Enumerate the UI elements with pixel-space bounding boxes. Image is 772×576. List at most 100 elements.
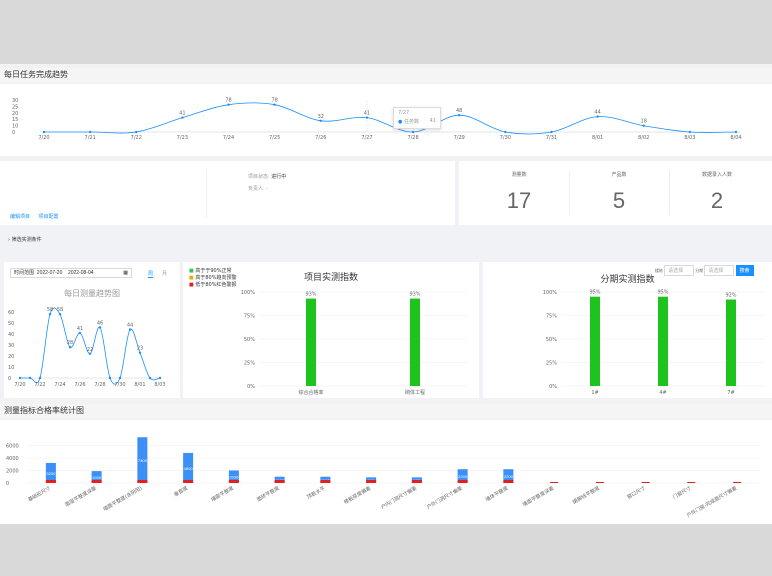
trend-point (550, 130, 553, 134)
trend-xtick: 8/02 (638, 135, 649, 141)
time-range-label: 时间范围 (14, 270, 35, 276)
bottom-bar-red (228, 480, 239, 483)
bottom-bar-red (320, 480, 331, 483)
filter2-label: 分期 (695, 268, 704, 273)
filter-toggle[interactable]: › 筛选实测条件 (8, 237, 42, 243)
bottom-bar-red (411, 480, 422, 483)
bottom-chart: 6000 4000 2000 0 3200 基础砼尺寸 1900 面层平整度误差 7300 墙面平… (6, 437, 760, 519)
bar-ytick: 100% (543, 290, 558, 296)
bar-ytick: 75% (244, 314, 255, 320)
bottom-card: 6000 4000 2000 0 3200 基础砼尺寸 1900 面层平整度误差 7300 墙面平… (0, 420, 772, 524)
bottom-bar-empty (595, 482, 604, 483)
project-legend: ■ 高于于90%正常 ■ 高于80%趋向预警 ■ 低于80%红色警报 (189, 268, 237, 288)
trend-label: 44 (594, 110, 600, 116)
daily-point (158, 376, 162, 380)
daily-point (88, 352, 92, 355)
bottom-ytick: 0 (6, 481, 9, 487)
trend-ytick: 10 (12, 124, 18, 130)
daily-card: 时间范围 2022-07-20 2022-08-04 ▦ 周 月 每日测量趋势图… (4, 262, 180, 398)
bottom-bar-red (91, 480, 102, 483)
trend-card: 30 25 20 15 10 0 7/20 7/21 7/22 41 7/23 78 7/24 78 7/2… (0, 84, 772, 156)
daily-chart: 60 50 40 30 20 10 0 58 58 28 41 22 46 44 23 7/20 7/22 7/2… (8, 307, 166, 388)
stat-users: 数据录入人数 2 (701, 172, 732, 213)
phase-chart: 100% 75% 50% 25% 0% 95% 1# 95% 4# 92% 7# (543, 290, 765, 396)
daily-ytick: 60 (8, 310, 14, 316)
bottom-xtick: 墙面平整度误差 (521, 485, 555, 509)
bar-ytick: 50% (546, 337, 557, 343)
bottom-bar (45, 462, 56, 483)
trend-xtick: 7/26 (315, 135, 326, 141)
bottom-ytick: 4000 (6, 456, 19, 462)
phase-chart-card: 分期实测指数 楼栋 请选择 分期 请选择 搜索 100% 75% 50% 25% 0% 9… (483, 262, 772, 398)
bar-ytick: 0% (549, 384, 557, 390)
daily-xtick: 7/22 (34, 382, 45, 388)
daily-ytick: 40 (8, 332, 14, 338)
daily-xtick: 7/20 (14, 382, 25, 388)
trend-xtick: 7/27 (361, 135, 372, 141)
trend-point (411, 130, 415, 134)
bar-label: 95% (589, 290, 600, 296)
project-config-link[interactable]: 项目配置 (38, 214, 59, 220)
trend-point (734, 130, 738, 134)
trend-ytick: 15 (12, 117, 18, 123)
bottom-bar-label: 4800 (184, 466, 194, 471)
bar (306, 298, 316, 386)
bottom-bar (91, 471, 102, 483)
project-chart: 100% 75% 50% 25% 0% 93% 综合合格率 93% 砌体工程 (241, 290, 467, 396)
bottom-bar-label: 2030 (229, 475, 239, 480)
bottom-bar-red (183, 480, 194, 483)
trend-xtick: 7/24 (223, 135, 234, 141)
trend-point (88, 130, 92, 134)
daily-label: 58 (57, 307, 63, 313)
bar-ytick: 0% (247, 384, 255, 390)
trend-label: 41 (179, 111, 185, 117)
bottom-bar (320, 476, 331, 483)
daily-xtick: 7/24 (54, 382, 65, 388)
daily-ytick: 50 (8, 321, 14, 327)
bar (590, 296, 600, 386)
trend-xtick: 7/25 (269, 135, 280, 141)
daily-point (68, 346, 72, 349)
bar-ytick: 75% (546, 314, 557, 320)
bottom-bar-red (274, 480, 285, 483)
bar-label: 95% (657, 290, 668, 296)
bottom-xtick: 户外门窗-完成面尺寸偏差 (685, 485, 738, 519)
bottom-title: 测量指标合格率统计图 (0, 404, 772, 418)
tab-week[interactable]: 周 (148, 271, 154, 278)
trend-point (135, 130, 138, 134)
bottom-xtick: 墙面平整度 (210, 485, 235, 504)
tooltip-value: 41 (429, 118, 436, 124)
bottom-xtick: 墙体平整度 (484, 485, 509, 504)
bar-label: 92% (725, 293, 736, 299)
daily-label: 46 (97, 320, 103, 326)
trend-point (273, 103, 276, 106)
trend-xtick: 7/29 (454, 135, 465, 141)
tooltip-series: 任务数 (403, 119, 419, 125)
date-range-picker[interactable]: 时间范围 2022-07-20 2022-08-04 ▦ (10, 268, 132, 278)
bottom-bar (274, 476, 285, 483)
bottom-bar-empty (733, 482, 742, 483)
daily-xtick: 8/01 (134, 382, 145, 388)
bottom-bar (503, 469, 514, 483)
daily-label: 28 (67, 340, 73, 346)
tab-month[interactable]: 月 (162, 271, 168, 277)
trend-xtick: 7/28 (407, 135, 418, 141)
trend-xtick: 7/21 (85, 135, 96, 141)
edit-project-link[interactable]: 编辑项目 (10, 214, 31, 220)
bar-label: 93% (305, 292, 316, 298)
bottom-bar-empty (687, 482, 696, 483)
bar (658, 296, 668, 386)
phase-select[interactable]: 请选择 (704, 265, 735, 276)
trend-ytick: 0 (12, 130, 15, 136)
trend-point (365, 116, 369, 119)
trend-point (181, 116, 184, 119)
bar-xtick: 综合合格率 (298, 389, 323, 396)
building-select[interactable]: 请选择 (664, 265, 695, 276)
bottom-xtick: 面砖平整度 (255, 485, 280, 504)
project-info-card: 项目状态: 进行中 负责人: - 编辑项目 项目配置 (0, 161, 455, 225)
search-button[interactable]: 搜索 (735, 265, 754, 276)
bar-xtick: 7# (727, 390, 734, 396)
trend-point (504, 130, 507, 134)
end-date: 2022-08-04 (67, 270, 94, 276)
daily-point (28, 376, 32, 380)
